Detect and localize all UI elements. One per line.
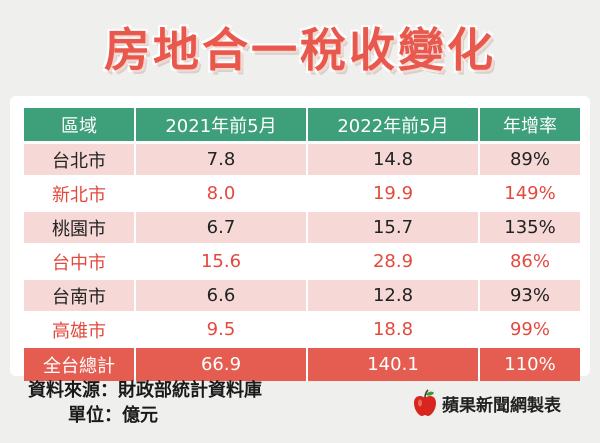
table-row: 桃園市 6.7 15.7 135% (24, 212, 580, 246)
header-2021: 2021年前5月 (136, 108, 308, 144)
cell-2022: 18.8 (308, 314, 480, 348)
header-region: 區域 (24, 108, 136, 144)
cell-growth: 93% (480, 280, 580, 314)
header-growth: 年增率 (480, 108, 580, 144)
cell-growth: 135% (480, 212, 580, 246)
cell-region: 桃園市 (24, 212, 136, 246)
cell-2022: 19.9 (308, 178, 480, 212)
cell-2021: 15.6 (136, 246, 308, 280)
header-2022: 2022年前5月 (308, 108, 480, 144)
cell-growth: 110% (480, 348, 580, 381)
unit-text: 單位：億元 (68, 405, 158, 426)
cell-2022: 14.8 (308, 144, 480, 178)
cell-region: 台中市 (24, 246, 136, 280)
apple-icon (414, 389, 436, 416)
cell-2022: 28.9 (308, 246, 480, 280)
total-row: 全台總計 66.9 140.1 110% (24, 348, 580, 381)
table-row: 台南市 6.6 12.8 93% (24, 280, 580, 314)
cell-region: 新北市 (24, 178, 136, 212)
cell-region: 台北市 (24, 144, 136, 178)
cell-2021: 6.6 (136, 280, 308, 314)
cell-2021: 7.8 (136, 144, 308, 178)
table-header-row: 區域 2021年前5月 2022年前5月 年增率 (24, 108, 580, 144)
source-note: 資料來源：財政部統計資料庫 單位：億元 (28, 378, 262, 428)
table-row: 新北市 8.0 19.9 149% (24, 178, 580, 212)
cell-2021: 66.9 (136, 348, 308, 381)
cell-region: 全台總計 (24, 348, 136, 381)
cell-growth: 149% (480, 178, 580, 212)
cell-region: 高雄市 (24, 314, 136, 348)
cell-growth: 99% (480, 314, 580, 348)
cell-growth: 86% (480, 246, 580, 280)
cell-2021: 6.7 (136, 212, 308, 246)
page-title: 房地合一稅收變化 (104, 23, 496, 77)
cell-2022: 140.1 (308, 348, 480, 381)
cell-growth: 89% (480, 144, 580, 178)
brand-text: 蘋果新聞網製表 (442, 395, 561, 416)
source-text: 資料來源：財政部統計資料庫 (28, 380, 262, 401)
brand-credit: 蘋果新聞網製表 (412, 389, 561, 417)
cell-2021: 8.0 (136, 178, 308, 212)
cell-2022: 15.7 (308, 212, 480, 246)
tax-table: 區域 2021年前5月 2022年前5月 年增率 台北市 7.8 14.8 89… (24, 108, 580, 381)
table-row: 台北市 7.8 14.8 89% (24, 144, 580, 178)
cell-region: 台南市 (24, 280, 136, 314)
cell-2022: 12.8 (308, 280, 480, 314)
table-row: 台中市 15.6 28.9 86% (24, 246, 580, 280)
cell-2021: 9.5 (136, 314, 308, 348)
table-row: 高雄市 9.5 18.8 99% (24, 314, 580, 348)
